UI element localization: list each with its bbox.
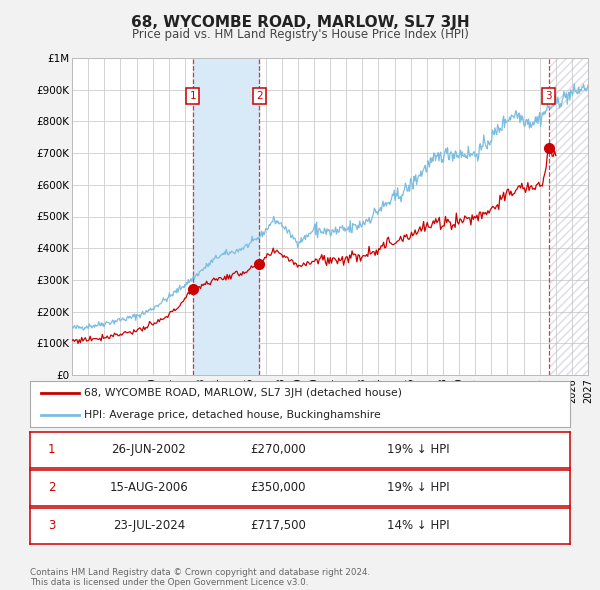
Text: 68, WYCOMBE ROAD, MARLOW, SL7 3JH: 68, WYCOMBE ROAD, MARLOW, SL7 3JH <box>131 15 469 30</box>
Text: 23-JUL-2024: 23-JUL-2024 <box>113 519 185 532</box>
Text: £350,000: £350,000 <box>251 481 306 494</box>
Bar <box>193 58 259 375</box>
Text: 19% ↓ HPI: 19% ↓ HPI <box>388 481 450 494</box>
Text: 19% ↓ HPI: 19% ↓ HPI <box>388 443 450 456</box>
Text: 15-AUG-2006: 15-AUG-2006 <box>109 481 188 494</box>
Text: £270,000: £270,000 <box>251 443 306 456</box>
Text: 1: 1 <box>48 443 55 456</box>
Text: £717,500: £717,500 <box>250 519 307 532</box>
Text: 1: 1 <box>190 91 196 101</box>
Text: Contains HM Land Registry data © Crown copyright and database right 2024.
This d: Contains HM Land Registry data © Crown c… <box>30 568 370 587</box>
Text: 2: 2 <box>48 481 55 494</box>
Text: Price paid vs. HM Land Registry's House Price Index (HPI): Price paid vs. HM Land Registry's House … <box>131 28 469 41</box>
Text: 3: 3 <box>545 91 552 101</box>
Text: 68, WYCOMBE ROAD, MARLOW, SL7 3JH (detached house): 68, WYCOMBE ROAD, MARLOW, SL7 3JH (detac… <box>84 388 402 398</box>
Bar <box>548 58 588 375</box>
Text: 3: 3 <box>48 519 55 532</box>
Text: HPI: Average price, detached house, Buckinghamshire: HPI: Average price, detached house, Buck… <box>84 409 381 419</box>
Text: 2: 2 <box>256 91 263 101</box>
Text: 14% ↓ HPI: 14% ↓ HPI <box>388 519 450 532</box>
Text: 26-JUN-2002: 26-JUN-2002 <box>112 443 186 456</box>
